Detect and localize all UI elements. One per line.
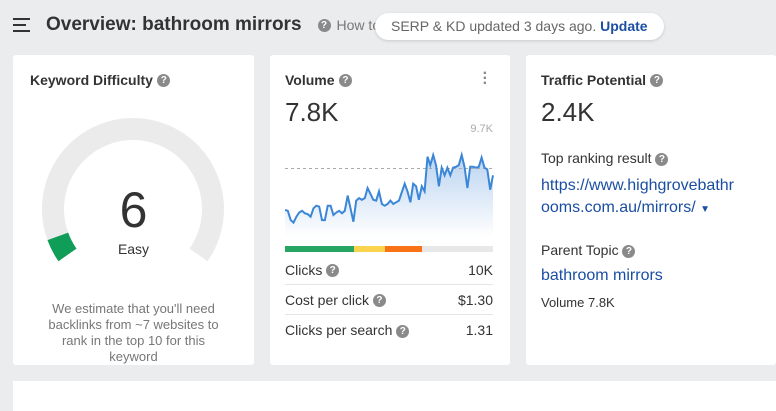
metric-label: Clicks [285,261,323,278]
keyword-difficulty-card: Keyword Difficulty ? 6 Easy We estimate … [13,55,254,365]
parent-topic-label: Parent Topic [541,242,619,258]
metric-label: Cost per click [285,291,370,308]
volume-title: Volume [285,72,335,88]
kd-title: Keyword Difficulty [30,72,153,88]
help-icon[interactable]: ? [622,244,636,258]
top-ranking-label: Top ranking result [541,150,652,166]
update-toast: SERP & KD updated 3 days ago. Update [375,13,664,40]
parent-volume: Volume 7.8K [541,295,615,310]
chart-max-label: 9.7K [470,123,493,135]
volume-trend-chart [285,151,494,237]
metric-value: $1.30 [457,291,493,308]
trend-line [285,151,494,225]
metric-label: Clicks per search [285,322,393,338]
help-icon[interactable]: ? [317,18,331,32]
kd-note: We estimate that you'll need backlinks f… [48,301,219,364]
intent-segment [285,246,354,252]
more-options-icon[interactable]: · · · [482,65,488,92]
intent-bar [285,246,493,252]
help-icon[interactable]: ? [372,294,386,308]
gauge-track [42,118,224,262]
help-icon[interactable]: ? [338,74,352,88]
hamburger-menu-icon[interactable] [13,18,30,32]
kd-label: Easy [117,241,150,257]
metric-value: 10K [468,261,493,278]
help-icon[interactable]: ? [396,324,410,338]
help-icon[interactable]: ? [650,74,664,88]
traffic-title: Traffic Potential [541,72,647,88]
volume-metrics: Clicks ? 10K Cost per click ? $1.30 Clicks… [285,255,493,345]
caret-down-icon[interactable]: ▼ [700,204,711,215]
gauge-fill [47,232,77,262]
traffic-value: 2.4K [541,97,595,127]
next-section-card [13,381,776,411]
page-header: Overview: bathroom mirrors ? How to u [13,14,392,36]
intent-segment [422,246,493,252]
parent-topic-link[interactable]: bathroom mirrors [541,267,663,284]
volume-card: Volume ? · · · 7.8K 9.7K Clicks ? 10K Cost … [270,55,510,365]
help-icon[interactable]: ? [655,152,669,166]
page-title: Overview: bathroom mirrors [46,14,302,35]
metric-value: 1.31 [465,322,493,338]
traffic-potential-card: Traffic Potential ? 2.4K Top ranking res… [526,55,776,365]
cps-row: Clicks per search ? 1.31 [285,315,493,345]
top-ranking-url[interactable]: https://www.highgrovebathrooms.com.au/mi… [541,177,734,216]
help-icon[interactable]: ? [157,74,171,88]
help-icon[interactable]: ? [326,264,340,278]
kd-gauge [42,118,224,262]
intent-segment [384,246,423,252]
volume-value: 7.8K [285,97,339,127]
cpc-row: Cost per click ? $1.30 [285,285,493,315]
clicks-row: Clicks ? 10K [285,255,493,285]
update-link[interactable]: Update [600,18,648,34]
intent-segment [353,246,385,252]
toast-text: SERP & KD updated 3 days ago. [391,18,597,34]
kd-value: 6 [119,182,148,238]
trend-area [285,155,493,237]
